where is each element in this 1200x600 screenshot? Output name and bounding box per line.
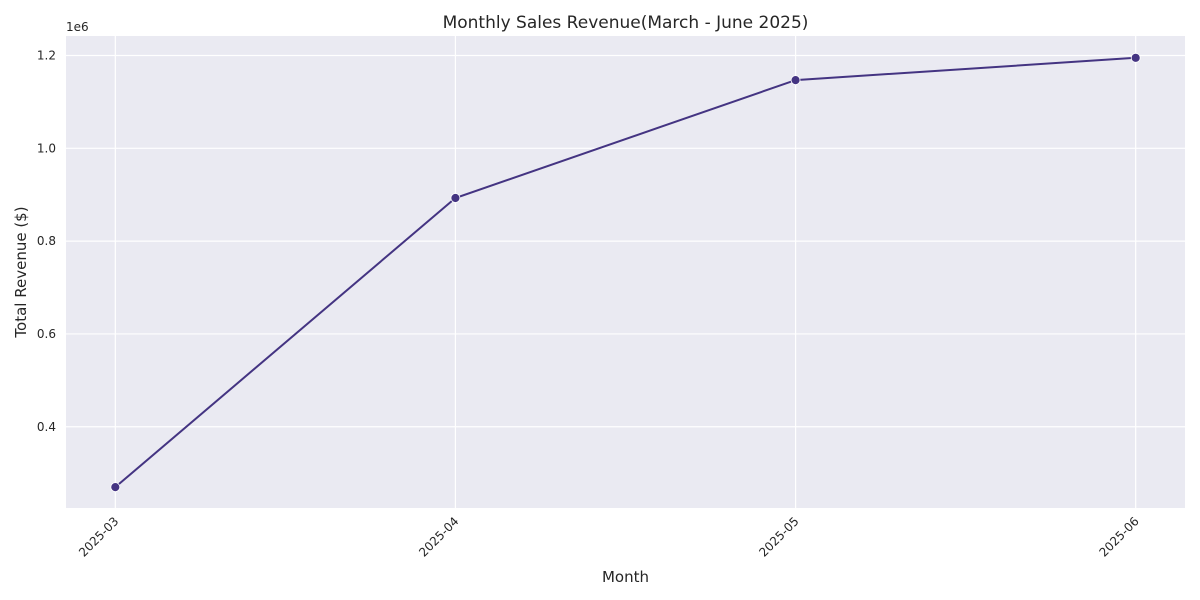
chart-title: Monthly Sales Revenue(March - June 2025) xyxy=(443,13,809,33)
x-tick-label: 2025-04 xyxy=(416,514,461,559)
data-point xyxy=(790,75,801,85)
y-tick-label: 1.2 xyxy=(37,48,56,62)
grid-lines xyxy=(66,36,1185,508)
y-axis-label: Total Revenue ($) xyxy=(12,206,30,338)
y-axis-offset-label: 1e6 xyxy=(66,20,89,34)
x-axis-label: Month xyxy=(602,568,649,586)
y-tick-label: 0.8 xyxy=(37,234,56,248)
data-points xyxy=(110,52,1141,493)
y-axis-ticks: 0.4 0.6 0.8 1.0 1.2 xyxy=(37,48,56,433)
x-tick-label: 2025-05 xyxy=(756,514,801,559)
x-tick-label: 2025-06 xyxy=(1096,514,1141,559)
y-tick-label: 0.4 xyxy=(37,420,56,434)
series-line xyxy=(114,56,1136,488)
y-tick-label: 1.0 xyxy=(37,141,56,155)
y-tick-label: 0.6 xyxy=(37,327,56,341)
data-point xyxy=(110,482,121,493)
x-axis-ticks: 2025-03 2025-04 2025-05 2025-06 xyxy=(76,514,1142,559)
x-tick-label: 2025-03 xyxy=(76,514,121,559)
plot-area xyxy=(66,36,1185,508)
data-point xyxy=(450,193,461,203)
data-point xyxy=(1130,52,1141,63)
